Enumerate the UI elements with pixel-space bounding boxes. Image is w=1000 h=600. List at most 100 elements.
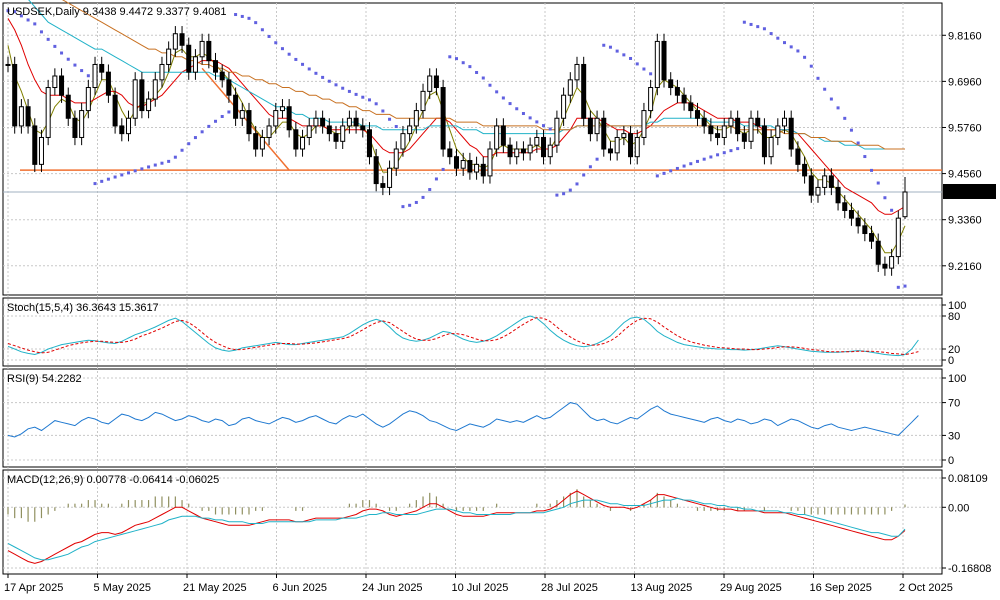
sar-dot [608, 45, 612, 49]
candle-body [159, 63, 165, 81]
sar-dot [80, 69, 84, 73]
sar-dot [823, 87, 827, 91]
candle-body [882, 263, 888, 269]
sar-dot [254, 21, 258, 25]
candle-body [902, 191, 908, 218]
candle-body [99, 63, 105, 73]
sar-dot [595, 157, 599, 161]
candle-body [822, 175, 828, 188]
sar-dot [689, 162, 693, 166]
sar-dot [809, 64, 813, 68]
sar-dot [361, 95, 365, 99]
sar-dot [341, 86, 345, 90]
sar-dot [856, 141, 860, 145]
candle-body [333, 133, 339, 142]
candle-body [125, 117, 132, 135]
sar-dot [521, 112, 525, 116]
candle-body [366, 129, 372, 158]
candle-body [353, 117, 359, 127]
sar-dot [662, 171, 666, 175]
sar-dot [66, 57, 70, 61]
date-label: 10 Jul 2025 [452, 582, 509, 594]
candle-body [45, 87, 51, 138]
candle-body [373, 156, 379, 185]
sar-dot [568, 188, 572, 192]
candle-body [239, 110, 245, 119]
candle-body [453, 156, 460, 169]
stoch-axis-tick-label: 20 [948, 344, 960, 356]
candle-body [654, 40, 660, 89]
candle-body [541, 136, 547, 158]
candle-body [72, 117, 78, 138]
candle-body [668, 79, 674, 89]
sar-dot [73, 63, 77, 67]
candle-body [601, 117, 607, 150]
candle-body [320, 117, 326, 127]
sar-dot [153, 163, 157, 167]
candle-body [889, 256, 895, 269]
candle-body [487, 148, 493, 177]
stoch-pane-frame [2, 297, 943, 367]
current-price-tag: 9.4081 [943, 183, 996, 199]
stoch-signal-line [7, 317, 919, 356]
candle-body [721, 125, 727, 138]
grid-layer [3, 3, 942, 574]
sar-dot [829, 97, 833, 101]
candle-body [862, 225, 868, 235]
sar-dot [33, 22, 37, 26]
ma-mid-line [7, 18, 906, 215]
sar-dot [53, 44, 57, 48]
date-label: 13 Aug 2025 [631, 582, 693, 594]
sar-dot [742, 20, 746, 24]
candle-body [286, 106, 292, 131]
sar-dot [347, 89, 351, 93]
candle-body [233, 94, 239, 119]
sar-dot [535, 120, 539, 124]
trend-line [201, 67, 290, 171]
sar-dot [629, 56, 633, 60]
candle-body [775, 125, 781, 138]
price-axis-tick-label: 9.4560 [948, 169, 982, 181]
candle-body [500, 125, 506, 146]
sar-dot [655, 174, 659, 178]
sar-dot [542, 124, 546, 128]
candle-body [65, 94, 71, 119]
sar-dot [849, 128, 853, 132]
sar-dot [461, 61, 465, 65]
price-axis-tick-label: 9.8160 [948, 30, 982, 42]
sar-dot [729, 149, 733, 153]
candle-body [152, 79, 158, 100]
candle-body [326, 125, 332, 135]
candle-body [735, 117, 741, 135]
sar-dot [789, 45, 793, 49]
sar-dot [367, 98, 371, 102]
candle-body [715, 133, 721, 138]
sar-dot [548, 127, 552, 131]
sar-dot [669, 169, 673, 173]
sar-dot [588, 165, 592, 169]
candle-body [32, 125, 38, 165]
candle-body [648, 87, 654, 112]
current-price-label: 9.4081 [947, 187, 981, 199]
sar-dot [86, 74, 90, 78]
candle-body [641, 110, 647, 138]
sar-dot [6, 9, 10, 13]
candle-body [835, 186, 841, 204]
date-label: 5 May 2025 [94, 582, 151, 594]
candle-body [748, 117, 754, 142]
candle-body [815, 186, 821, 196]
sar-dot [19, 14, 23, 18]
macd-axis-tick-label: -0.16808 [948, 563, 991, 575]
candle-body [694, 110, 700, 119]
candle-body [614, 136, 620, 154]
sar-dot [883, 196, 887, 200]
sar-dot [776, 36, 780, 40]
candle-body [460, 160, 466, 169]
sar-dot [749, 22, 753, 26]
candle-body [427, 75, 433, 92]
candle-body [166, 48, 172, 65]
sar-dot [334, 83, 338, 87]
price-layer [3, 0, 942, 289]
candle-body [393, 148, 399, 169]
